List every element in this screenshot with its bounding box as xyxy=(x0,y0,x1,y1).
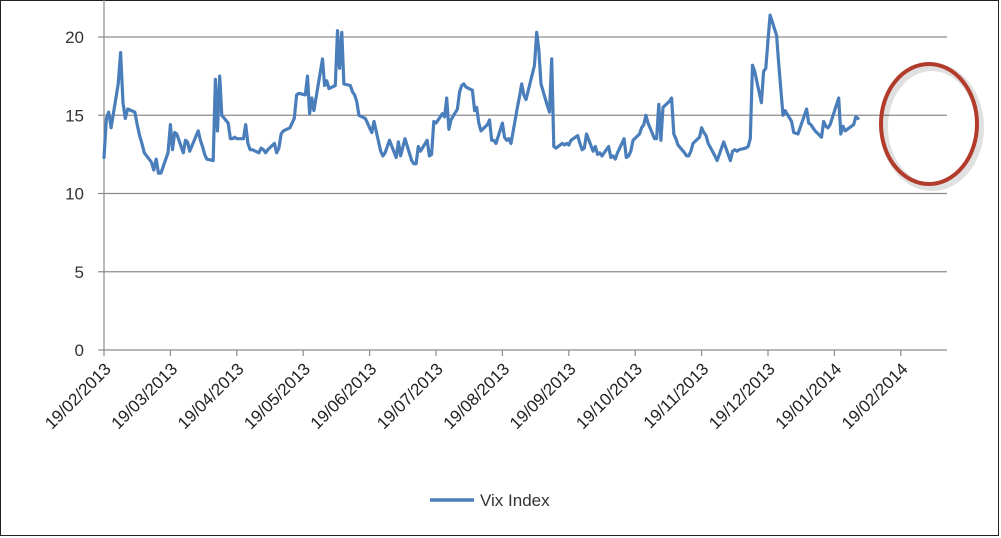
x-tick-label: 19/02/2013 xyxy=(41,359,115,433)
y-tick-label: 10 xyxy=(65,185,84,204)
highlight-circle xyxy=(879,62,979,186)
y-tick-label: 0 xyxy=(75,341,84,360)
x-tick-label: 19/05/2013 xyxy=(240,359,314,433)
x-tick-label: 19/12/2013 xyxy=(705,359,779,433)
x-tick-label: 19/07/2013 xyxy=(373,359,447,433)
x-tick-label: 19/08/2013 xyxy=(440,359,514,433)
x-tick-label: 19/03/2013 xyxy=(108,359,182,433)
legend-label: Vix Index xyxy=(480,491,550,510)
x-tick-label: 19/11/2013 xyxy=(640,359,713,432)
y-tick-label: 20 xyxy=(65,28,84,47)
highlight-circle-shadow xyxy=(880,63,984,191)
y-tick-label: 15 xyxy=(65,106,84,125)
x-tick-label: 19/06/2013 xyxy=(307,359,381,433)
x-tick-label: 19/09/2013 xyxy=(506,359,580,433)
x-tick-label: 19/01/2014 xyxy=(772,359,846,433)
series-line-vix-index xyxy=(102,13,860,175)
x-tick-label: 19/10/2013 xyxy=(572,359,646,433)
x-tick-label: 19/04/2013 xyxy=(174,359,248,433)
y-tick-label: 5 xyxy=(75,263,84,282)
x-tick-label: 19/02/2014 xyxy=(838,359,912,433)
